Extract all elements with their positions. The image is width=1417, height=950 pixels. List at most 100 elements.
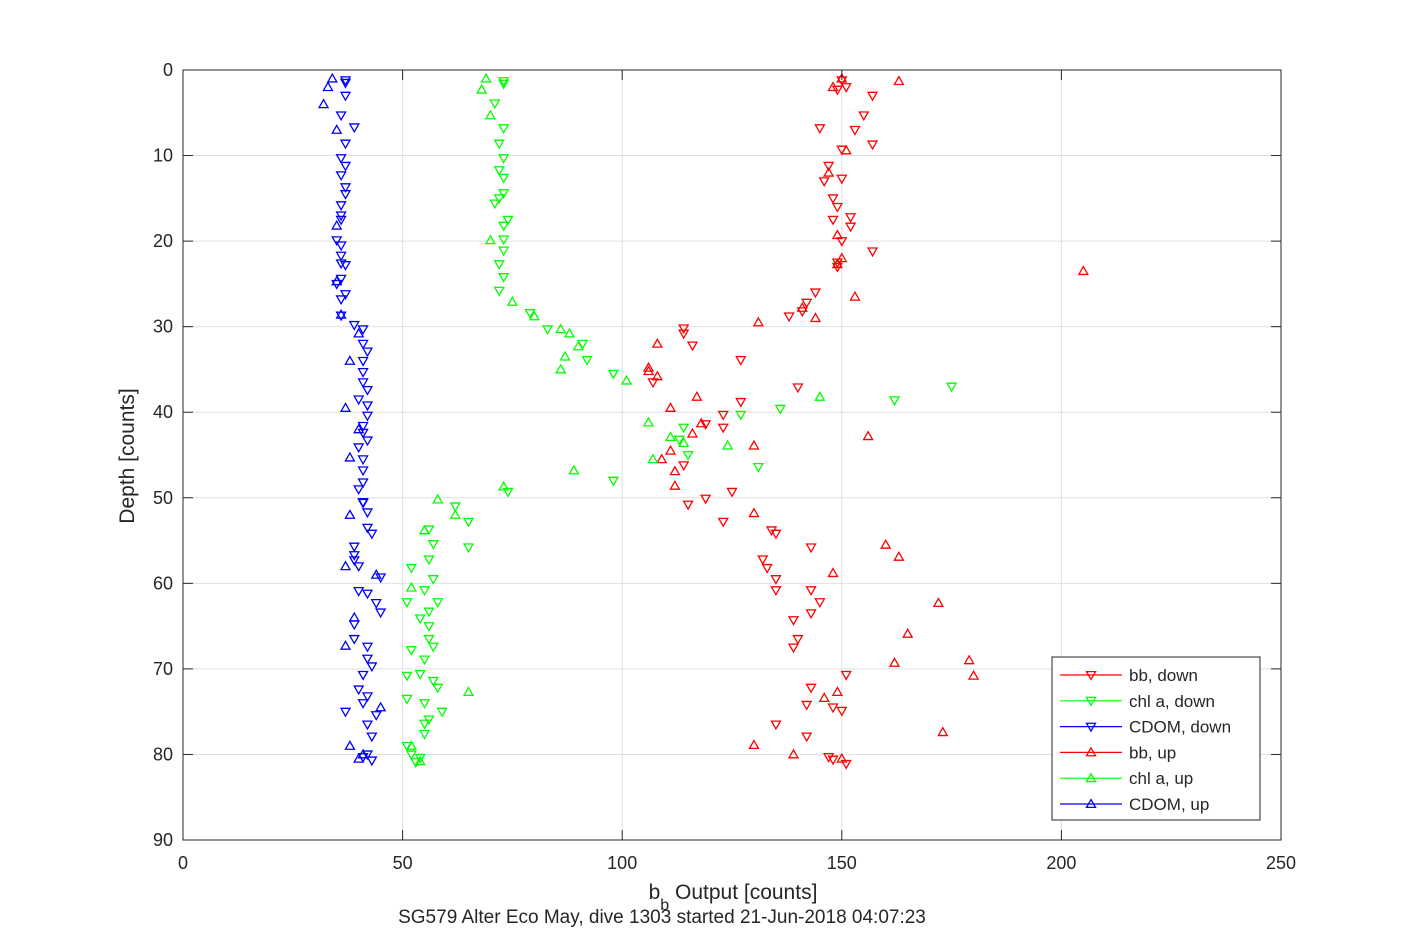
data-point (331, 219, 343, 230)
data-point (691, 391, 703, 401)
data-point (370, 598, 382, 609)
data-point (361, 642, 374, 653)
data-point (348, 556, 360, 567)
data-point (937, 726, 949, 737)
x-tick-label: 150 (827, 853, 857, 873)
data-point (414, 669, 426, 680)
x-tick-label: 250 (1266, 853, 1296, 873)
data-point (401, 741, 413, 752)
data-point (357, 339, 369, 350)
data-point (497, 221, 510, 232)
data-point (357, 748, 369, 759)
data-point (796, 302, 808, 312)
data-point (752, 462, 764, 473)
data-point (370, 711, 382, 721)
data-point (493, 166, 505, 176)
x-axis-label: bb Output [counts] (649, 881, 818, 914)
data-point (827, 215, 839, 226)
x-axis-ticks: 0 50 100 150 200 250 (178, 70, 1296, 873)
data-point (339, 190, 352, 200)
legend-marker (1085, 746, 1097, 757)
data-point (353, 685, 365, 696)
data-point (348, 634, 360, 645)
data-point (418, 655, 431, 666)
data-point (339, 139, 352, 150)
legend-entry: chl a, down (1060, 692, 1215, 711)
data-point (361, 720, 374, 731)
data-point (647, 453, 659, 464)
data-point (669, 479, 681, 490)
data-point (831, 229, 844, 240)
data-point (357, 699, 369, 709)
data-point (357, 367, 369, 378)
data-point (752, 316, 764, 327)
data-point (361, 750, 374, 761)
data-point (814, 391, 826, 401)
legend: bb, down chl a, down CDOM, down bb, up chl a… (1051, 656, 1261, 821)
data-point (678, 461, 690, 472)
data-point (361, 385, 374, 396)
data-point (361, 436, 374, 447)
data-point (335, 295, 347, 306)
data-point (427, 642, 439, 653)
data-point (840, 144, 852, 155)
data-point (344, 509, 356, 519)
data-point (414, 614, 426, 625)
data-point (339, 261, 352, 271)
data-point (642, 416, 655, 427)
data-point (700, 420, 712, 431)
data-point (686, 341, 699, 352)
data-point (805, 683, 817, 694)
data-point (497, 173, 510, 184)
x-tick-label: 200 (1046, 853, 1076, 873)
x-axis-label-rest: Output [counts] (669, 881, 817, 904)
data-point (827, 567, 839, 578)
data-point (339, 290, 352, 300)
data-point (866, 140, 879, 151)
data-point (335, 111, 347, 122)
x-tick-label: 0 (178, 853, 188, 873)
data-point (836, 706, 848, 717)
data-point (717, 517, 729, 528)
data-point (484, 109, 497, 120)
data-point (405, 646, 418, 656)
data-point (568, 464, 580, 475)
data-point (506, 296, 519, 306)
y-tick-label: 10 (153, 146, 173, 166)
data-point (410, 758, 422, 768)
data-point (1077, 265, 1089, 276)
y-tick-label: 0 (163, 60, 173, 80)
data-point (836, 174, 848, 185)
data-point (348, 611, 360, 622)
data-point (770, 586, 782, 596)
data-point (375, 608, 387, 619)
data-point (700, 494, 712, 505)
data-point (642, 361, 655, 372)
data-point (735, 397, 747, 408)
data-point (375, 701, 387, 712)
data-point (893, 75, 905, 86)
data-point (572, 340, 584, 351)
data-point (348, 542, 360, 553)
data-point (757, 555, 769, 566)
data-point (497, 246, 510, 257)
data-point (427, 575, 439, 585)
data-point (664, 431, 677, 442)
data-point (787, 643, 800, 654)
data-point (361, 508, 374, 519)
data-point (945, 382, 958, 393)
data-point (866, 91, 879, 102)
data-point (348, 320, 360, 331)
data-point (418, 729, 431, 740)
data-point (866, 247, 879, 258)
data-point (792, 634, 804, 645)
data-point (497, 273, 510, 283)
data-point (401, 694, 413, 705)
data-point (353, 443, 365, 454)
x-tick-label: 50 (393, 853, 413, 873)
data-point (335, 215, 347, 226)
y-tick-label: 90 (153, 830, 173, 850)
data-point (827, 755, 839, 766)
data-point (774, 404, 786, 415)
data-point (489, 199, 501, 210)
